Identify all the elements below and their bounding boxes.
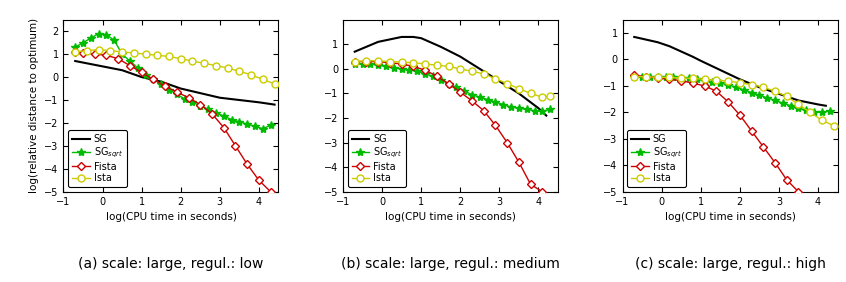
Legend: SG, SG$_{sqrt}$, Fista, Ista: SG, SG$_{sqrt}$, Fista, Ista (628, 130, 686, 187)
X-axis label: log(CPU time in seconds): log(CPU time in seconds) (385, 212, 516, 222)
Legend: SG, SG$_{sqrt}$, Fista, Ista: SG, SG$_{sqrt}$, Fista, Ista (348, 130, 406, 187)
Text: (c) scale: large, regul.: high: (c) scale: large, regul.: high (634, 257, 826, 271)
Legend: SG, SG$_{sqrt}$, Fista, Ista: SG, SG$_{sqrt}$, Fista, Ista (69, 130, 127, 187)
Y-axis label: log(relative distance to optimum): log(relative distance to optimum) (29, 18, 39, 193)
X-axis label: log(CPU time in seconds): log(CPU time in seconds) (106, 212, 236, 222)
Text: (a) scale: large, regul.: low: (a) scale: large, regul.: low (79, 257, 264, 271)
X-axis label: log(CPU time in seconds): log(CPU time in seconds) (665, 212, 795, 222)
Text: (b) scale: large, regul.: medium: (b) scale: large, regul.: medium (341, 257, 560, 271)
